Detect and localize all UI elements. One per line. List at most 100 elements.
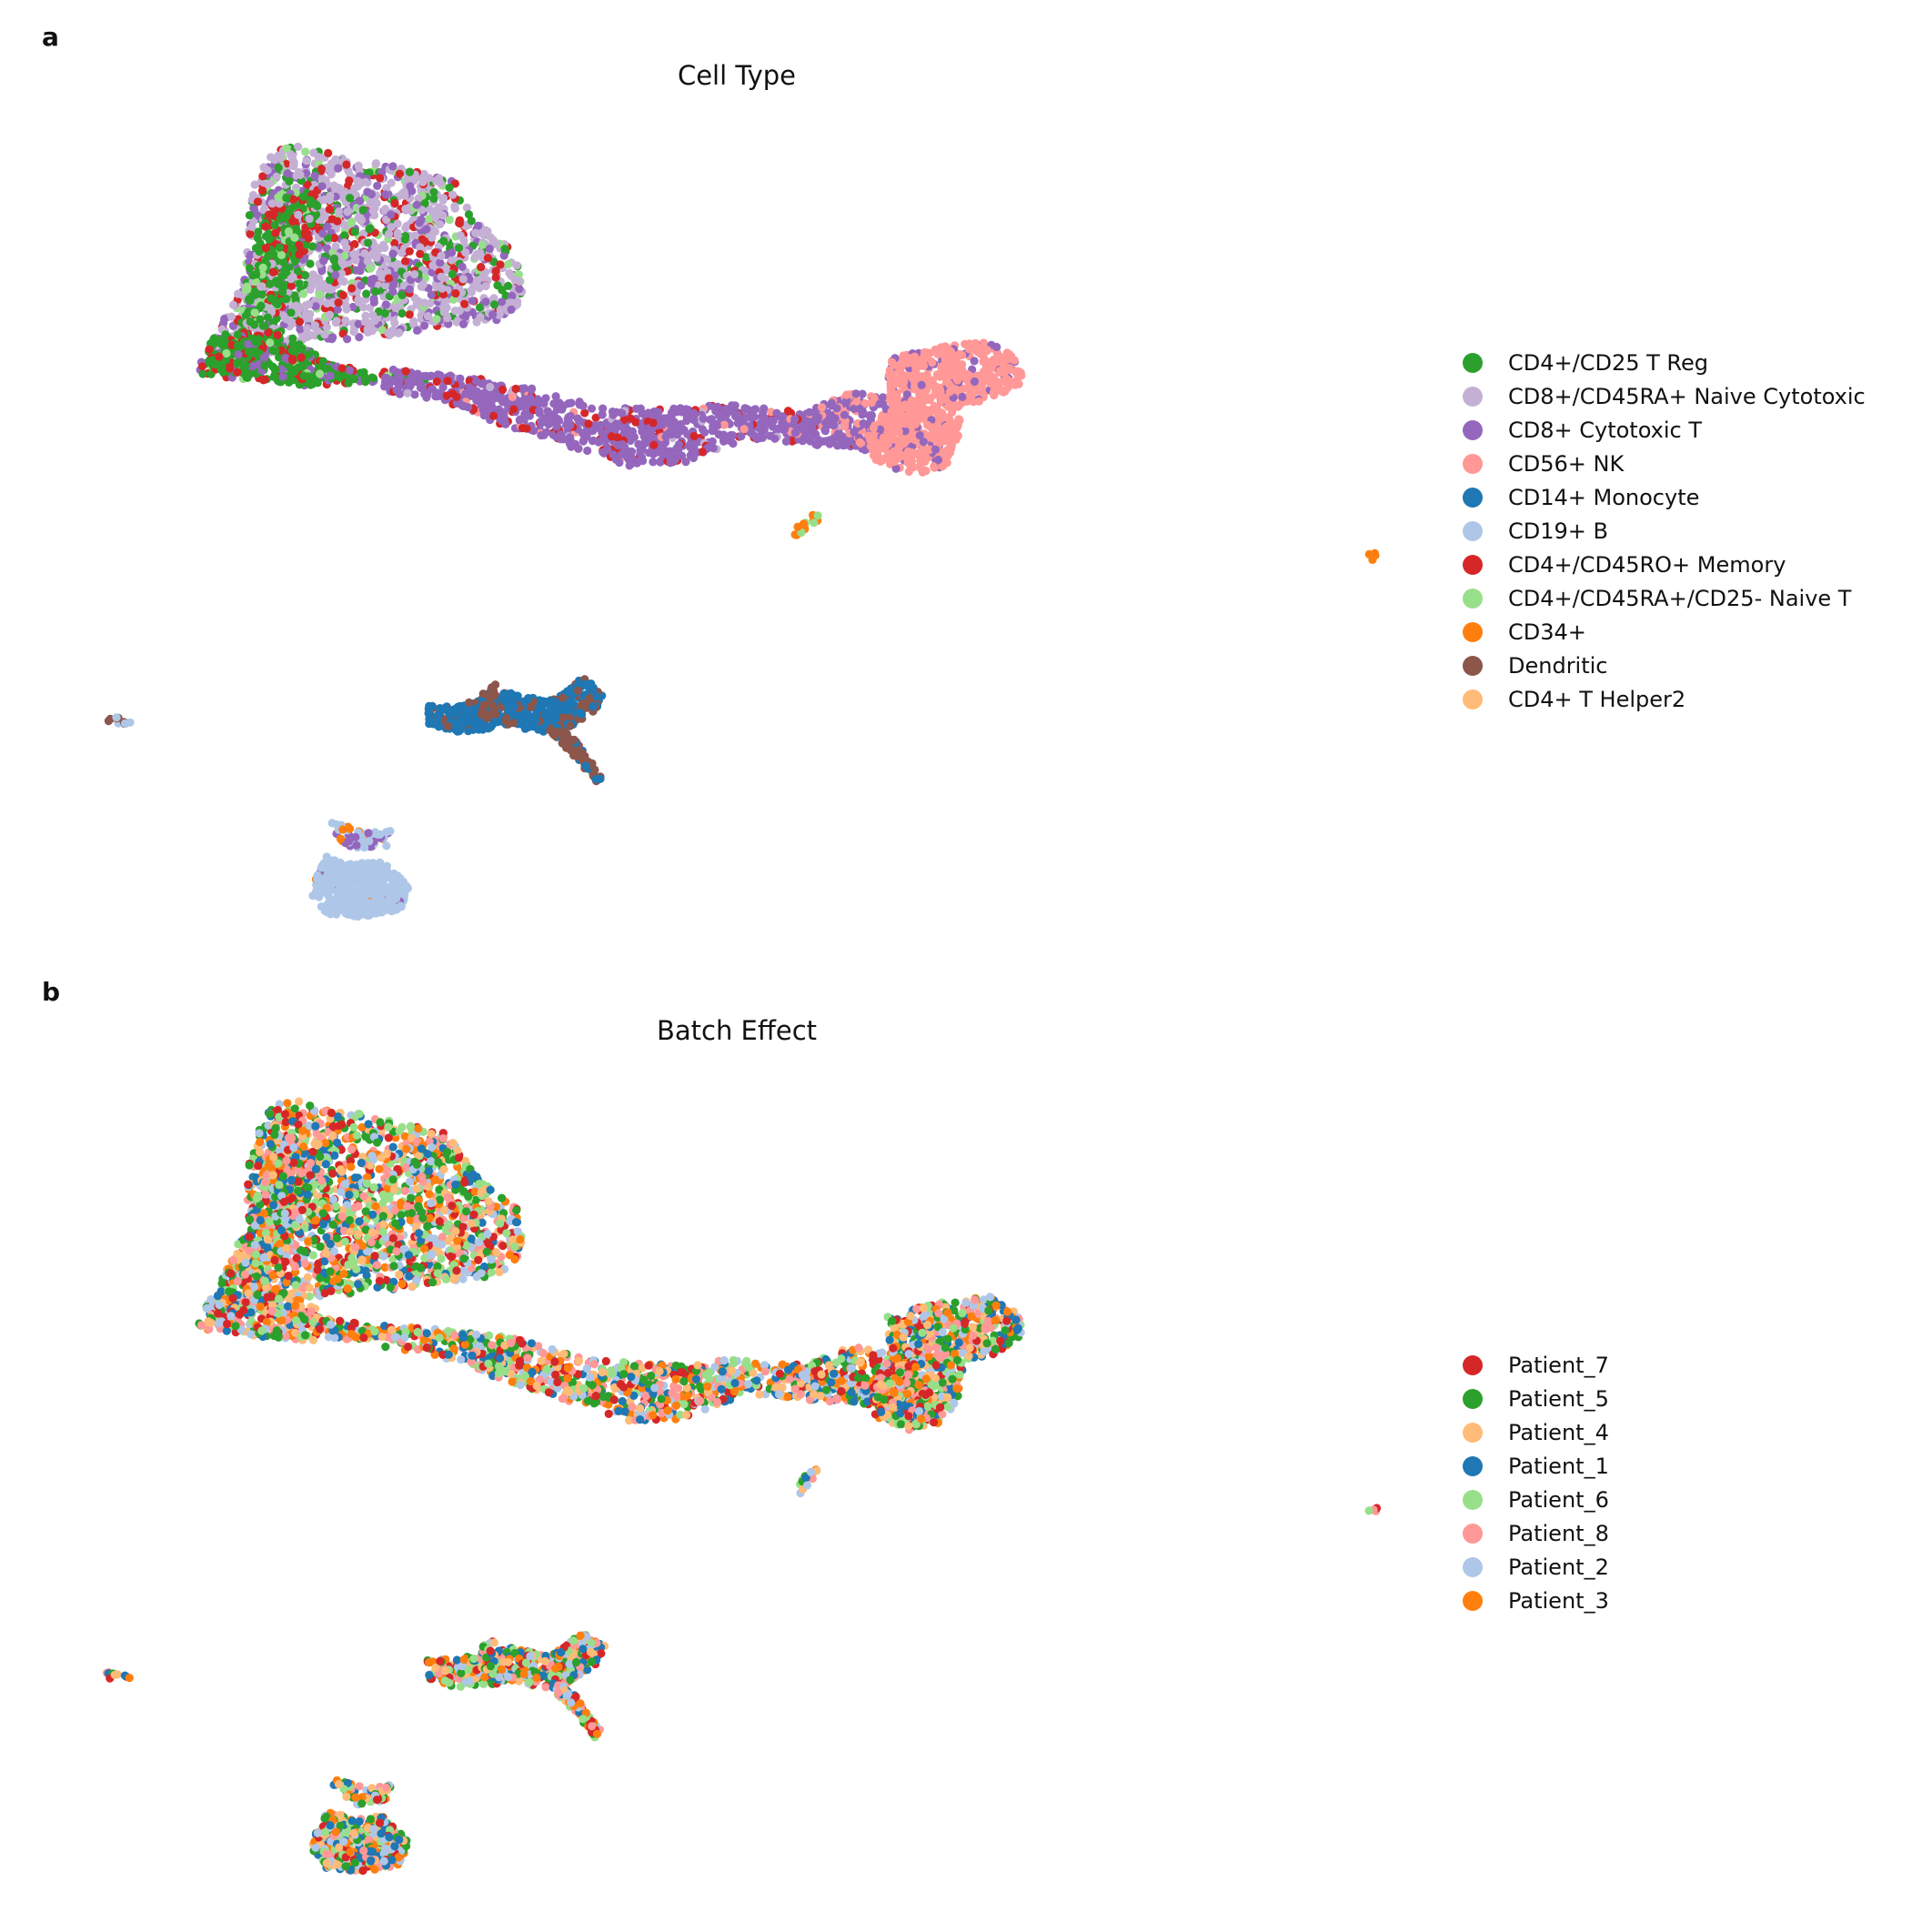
- scatter-point: [318, 357, 327, 366]
- scatter-point: [296, 325, 305, 334]
- scatter-point: [227, 340, 236, 349]
- scatter-point: [659, 418, 668, 428]
- scatter-point: [362, 317, 371, 327]
- scatter-point: [249, 291, 259, 300]
- scatter-point: [835, 440, 844, 449]
- scatter-point: [327, 215, 337, 224]
- scatter-point: [574, 444, 583, 453]
- scatter-point: [489, 411, 498, 420]
- scatter-point: [958, 392, 967, 401]
- scatter-point: [467, 287, 477, 297]
- scatter-point: [933, 455, 943, 465]
- scatter-point: [287, 355, 297, 364]
- scatter-point: [384, 328, 393, 337]
- scatter-point: [347, 284, 357, 293]
- scatter-point: [486, 382, 495, 392]
- scatter-point: [565, 433, 575, 442]
- scatter-point: [261, 222, 270, 231]
- scatter-point: [450, 204, 459, 213]
- scatter-point: [247, 362, 257, 371]
- scatter-point: [263, 313, 272, 322]
- scatter-point: [426, 372, 435, 381]
- scatter-point: [338, 290, 347, 300]
- scatter-point: [287, 308, 296, 317]
- scatter-point: [458, 275, 468, 284]
- scatter-point: [273, 338, 282, 347]
- scatter-point: [526, 702, 536, 711]
- scatter-point: [417, 216, 426, 225]
- scatter-point: [331, 270, 340, 279]
- scatter-point: [333, 305, 342, 314]
- scatter-point: [294, 305, 303, 314]
- scatter-point: [246, 250, 255, 259]
- scatter-point: [750, 430, 759, 439]
- scatter-point: [388, 162, 397, 171]
- scatter-point: [297, 362, 307, 371]
- scatter-point: [325, 196, 335, 205]
- scatter-point: [205, 357, 214, 366]
- scatter-point: [558, 739, 567, 748]
- scatter-point: [427, 290, 436, 299]
- scatter-point: [503, 281, 513, 290]
- scatter-point: [507, 305, 516, 314]
- scatter-point: [220, 314, 229, 324]
- scatter-point: [260, 361, 269, 370]
- scatter-point: [303, 180, 312, 189]
- scatter-point: [349, 327, 358, 337]
- scatter-point: [295, 279, 304, 288]
- scatter-point: [391, 303, 400, 313]
- scatter-point: [566, 411, 575, 421]
- scatter-point: [585, 694, 594, 703]
- scatter-point: [287, 244, 297, 253]
- scatter-point: [591, 775, 600, 784]
- scatter-point: [649, 458, 658, 467]
- scatter-point: [420, 389, 429, 398]
- scatter-point: [294, 210, 303, 219]
- scatter-point: [896, 367, 905, 377]
- scatter-point: [461, 312, 470, 321]
- scatter-point: [499, 251, 508, 260]
- scatter-point: [307, 281, 317, 290]
- scatter-point: [607, 432, 617, 441]
- scatter-point: [344, 378, 353, 387]
- scatter-point: [233, 367, 242, 377]
- scatter-point: [583, 446, 592, 456]
- scatter-point: [901, 419, 911, 428]
- scatter-point: [331, 262, 340, 271]
- scatter-point: [531, 716, 540, 725]
- scatter-point: [266, 179, 275, 188]
- scatter-point: [425, 174, 434, 183]
- scatter-point: [581, 433, 590, 442]
- scatter-point: [737, 432, 746, 441]
- scatter-point: [295, 317, 304, 327]
- scatter-point: [593, 421, 602, 430]
- scatter-point: [516, 715, 526, 724]
- scatter-point: [515, 284, 524, 294]
- scatter-point: [288, 216, 297, 226]
- scatter-point: [569, 750, 579, 760]
- scatter-point: [422, 253, 431, 262]
- scatter-point: [983, 357, 992, 367]
- scatter-point: [900, 377, 909, 387]
- scatter-point: [614, 441, 623, 450]
- scatter-point: [254, 227, 263, 236]
- scatter-point: [267, 294, 276, 303]
- scatter-point: [790, 415, 800, 424]
- scatter-point: [307, 330, 316, 340]
- scatter-point: [326, 276, 335, 285]
- scatter-point: [930, 463, 939, 472]
- scatter-point: [205, 345, 214, 354]
- scatter-point: [273, 330, 282, 339]
- scatter-point: [678, 408, 687, 417]
- scatter-point: [278, 257, 288, 267]
- scatter-point: [948, 408, 957, 417]
- scatter-point: [253, 233, 262, 243]
- scatter-point: [719, 420, 729, 429]
- scatter-point: [381, 300, 390, 309]
- scatter-point: [412, 200, 421, 209]
- scatter-point: [581, 679, 590, 689]
- scatter-point: [780, 425, 790, 434]
- scatter-point: [472, 276, 482, 285]
- scatter-point: [405, 285, 414, 294]
- scatter-point: [451, 288, 460, 298]
